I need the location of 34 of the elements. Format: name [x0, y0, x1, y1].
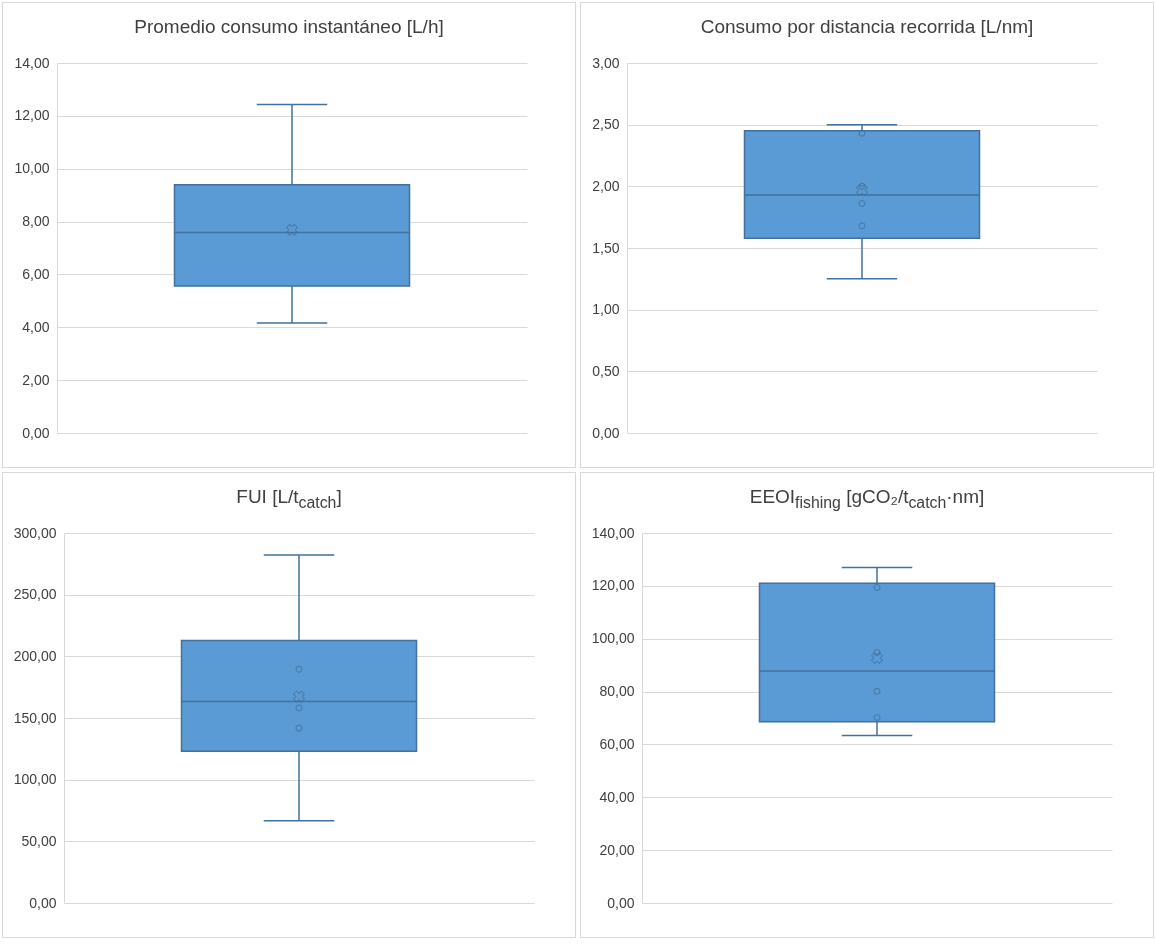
y-tick-label: 300,00 [13, 524, 57, 541]
y-tick-label: 2,50 [592, 116, 620, 133]
y-tick-label: 1,50 [592, 239, 620, 256]
y-tick-label: 60,00 [599, 735, 635, 752]
y-tick-label: 250,00 [13, 586, 57, 603]
y-tick-label: 50,00 [21, 832, 57, 849]
y-tick-label: 150,00 [13, 709, 57, 726]
y-tick-label: 80,00 [599, 683, 635, 700]
y-tick-label: 100,00 [13, 771, 57, 788]
y-tick-label: 10,00 [14, 160, 50, 177]
y-tick-label: 1,00 [592, 301, 620, 318]
y-tick-label: 0,00 [22, 424, 50, 441]
y-tick-label: 0,00 [607, 894, 635, 911]
y-tick-label: 12,00 [14, 107, 50, 124]
y-tick-label: 120,00 [591, 577, 635, 594]
y-tick-label: 0,50 [592, 362, 620, 379]
y-tick-label: 6,00 [22, 265, 50, 282]
chart-title: Promedio consumo instantáneo [L/h] [133, 15, 445, 39]
y-tick-label: 0,00 [29, 894, 57, 911]
y-tick-label: 0,00 [592, 424, 620, 441]
y-tick-label: 3,00 [592, 54, 620, 71]
chart-title: FUI [L/t$_{catch}$] [235, 485, 343, 513]
y-tick-label: 14,00 [14, 54, 50, 71]
chart-title: Consumo por distancia recorrida [L/nm] [699, 15, 1035, 39]
y-tick-label: 2,00 [592, 177, 620, 194]
y-tick-label: 200,00 [13, 647, 57, 664]
chart-title: EEOI$_{fishing}$ [gCO₂/t$_{catch}$·nm] [748, 485, 986, 513]
y-tick-label: 100,00 [591, 630, 635, 647]
y-tick-label: 20,00 [599, 841, 635, 858]
y-tick-label: 4,00 [22, 318, 50, 335]
y-tick-label: 140,00 [591, 524, 635, 541]
y-tick-label: 2,00 [22, 371, 50, 388]
y-tick-label: 8,00 [22, 213, 50, 230]
y-tick-label: 40,00 [599, 788, 635, 805]
